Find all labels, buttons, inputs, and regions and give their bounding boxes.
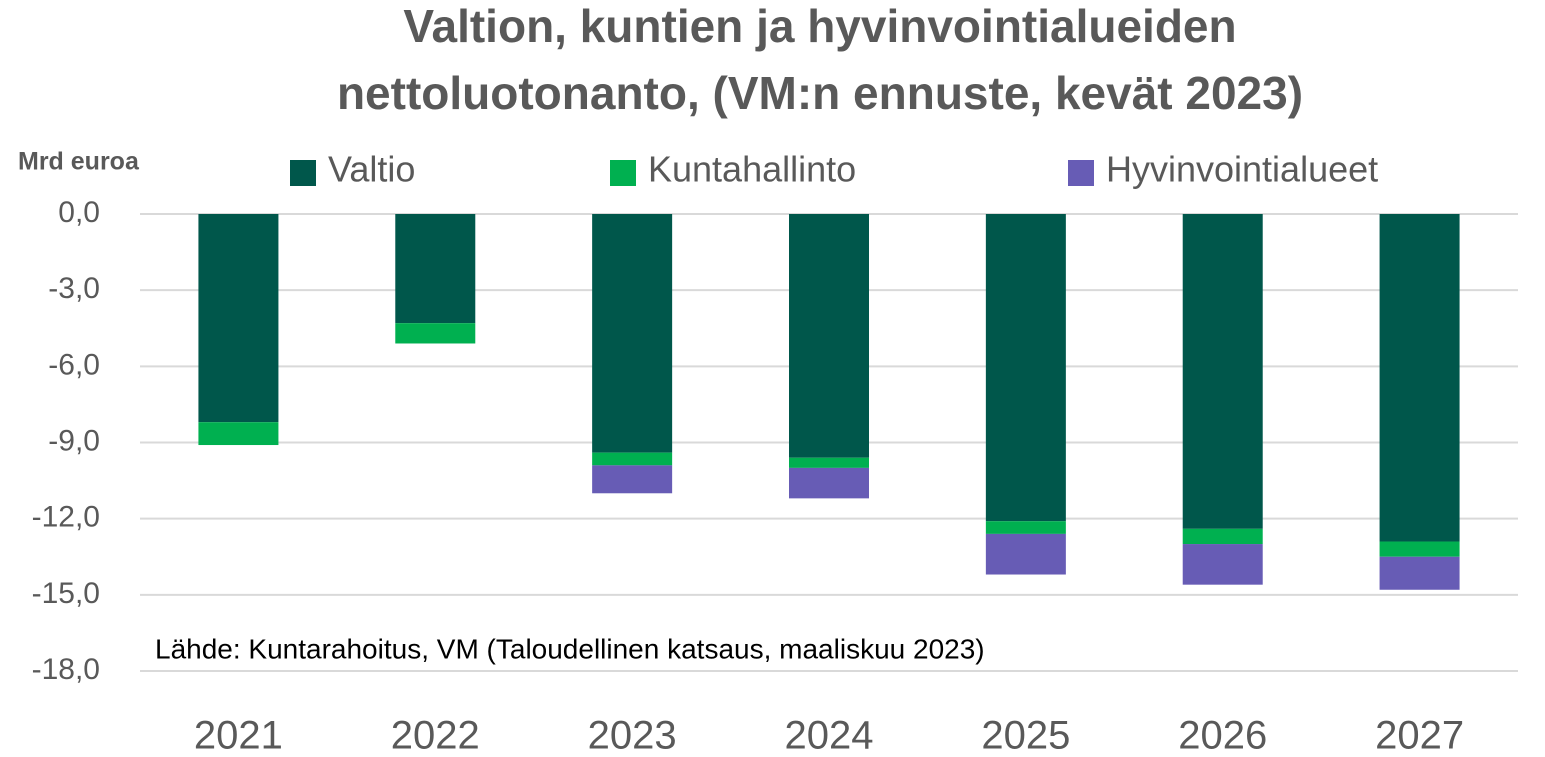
y-tick-label: 0,0 (58, 196, 100, 229)
bar-segment (789, 214, 869, 458)
bar-segment (592, 452, 673, 466)
legend-swatch (610, 160, 636, 186)
bar-segment (985, 533, 1066, 575)
legend-label: Valtio (328, 149, 415, 190)
chart-title: nettoluotonanto, (VM:n ennuste, kevät 20… (337, 67, 1303, 119)
legend-label: Kuntahallinto (648, 149, 856, 190)
y-tick-label: -6,0 (48, 348, 100, 381)
x-tick-label: 2026 (1178, 714, 1267, 757)
y-tick-label: -18,0 (32, 653, 100, 686)
bar-segment (1379, 556, 1460, 590)
bar-segment (395, 214, 476, 324)
bar-segment (198, 422, 279, 446)
x-tick-label: 2022 (391, 714, 480, 757)
y-tick-label: -15,0 (32, 577, 100, 610)
chart-title: Valtion, kuntien ja hyvinvointialueiden (403, 0, 1236, 52)
bar-segment (592, 465, 673, 494)
legend-swatch (290, 160, 316, 186)
bar-segment (1379, 214, 1460, 542)
annotation: Lähde: Kuntarahoitus, VM (Taloudellinen … (155, 633, 985, 664)
bar-segment (198, 214, 279, 423)
x-tick-label: 2024 (785, 714, 874, 757)
bar-segment (985, 214, 1066, 522)
x-tick-label: 2023 (588, 714, 677, 757)
bar-segment (1379, 541, 1460, 557)
bar-segment (789, 467, 869, 499)
y-tick-label: -3,0 (48, 272, 100, 305)
bar-segment (789, 457, 869, 468)
x-tick-label: 2025 (981, 714, 1070, 757)
bar-segment (985, 521, 1066, 534)
bar-segment (395, 323, 476, 344)
y-axis-label: Mrd euroa (18, 148, 140, 176)
legend-label: Hyvinvointialueet (1106, 149, 1378, 190)
y-tick-label: -9,0 (48, 424, 100, 457)
y-tick-label: -12,0 (32, 501, 100, 534)
bar-segment (1182, 214, 1263, 529)
bar-segment (592, 214, 673, 453)
bar-segment (1182, 528, 1263, 545)
x-tick-label: 2021 (194, 714, 283, 757)
x-tick-label: 2027 (1375, 714, 1464, 757)
legend-swatch (1068, 160, 1094, 186)
bar-segment (1182, 544, 1263, 585)
